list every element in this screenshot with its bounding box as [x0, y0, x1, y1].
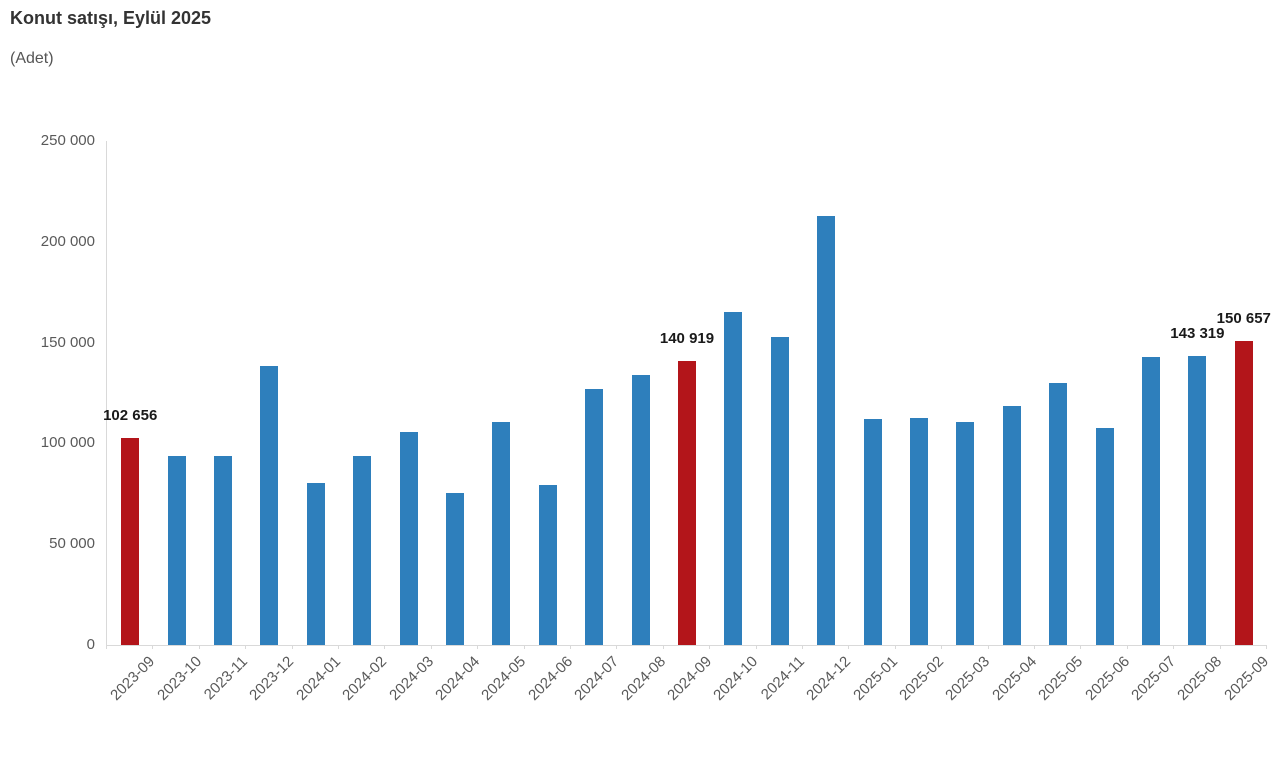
bar-2023-09: [121, 438, 140, 645]
bar-2024-07: [585, 389, 604, 645]
x-tick-label: 2025-04: [988, 653, 1040, 704]
x-axis-tick: [570, 645, 571, 649]
x-tick-label: 2024-11: [757, 653, 808, 704]
y-tick-label: 250 000: [40, 132, 95, 149]
x-axis-tick: [523, 645, 525, 649]
x-tick-label: 2024-07: [571, 653, 623, 704]
x-axis-tick: [1173, 645, 1175, 649]
bar-2024-01: [306, 483, 325, 645]
bar-2025-03: [956, 422, 975, 645]
x-axis-tick: [662, 645, 664, 649]
bar-2023-11: [214, 456, 232, 645]
x-tick-label: 2023-11: [200, 653, 252, 704]
x-axis-tick: [477, 645, 479, 649]
bar-2025-05: [1049, 383, 1068, 645]
bar-2024-11: [770, 337, 789, 645]
bar-2025-07: [1142, 357, 1160, 645]
x-axis-tick: [1034, 645, 1035, 649]
chart-unit-label: (Adet): [10, 50, 54, 67]
x-axis-tick: [1266, 645, 1267, 649]
x-axis-tick: [198, 645, 200, 649]
x-tick-label: 2024-08: [617, 653, 669, 704]
x-axis-tick: [941, 645, 943, 649]
bar-data-label-2025-09: 150 657: [1216, 310, 1271, 327]
x-tick-label: 2024-12: [803, 653, 855, 704]
x-tick-label: 2024-05: [478, 653, 530, 704]
x-axis-tick: [384, 645, 386, 649]
bar-2024-03: [399, 432, 418, 645]
bar-2025-04: [1002, 406, 1021, 645]
x-tick-label: 2025-06: [1081, 653, 1133, 704]
x-tick-label: 2024-09: [664, 653, 716, 704]
x-tick-label: 2025-03: [942, 653, 994, 704]
chart-title: Konut satışı, Eylül 2025: [10, 8, 212, 28]
x-axis-tick: [987, 645, 989, 649]
bar-2025-01: [863, 419, 882, 645]
bar-2023-12: [260, 366, 279, 645]
bar-2024-08: [631, 375, 650, 645]
x-axis-tick: [1126, 645, 1128, 649]
x-axis-tick: [802, 645, 803, 649]
x-tick-label: 2023-10: [153, 653, 205, 704]
y-tick-label: 50 000: [49, 535, 95, 553]
x-tick-label: 2024-01: [292, 653, 344, 704]
x-axis-tick: [894, 645, 896, 649]
y-tick-label: 150 000: [40, 333, 95, 351]
x-tick-label: 2025-08: [1174, 653, 1226, 704]
y-tick-label: 100 000: [40, 434, 95, 452]
x-axis-tick: [291, 645, 293, 649]
x-axis-tick: [430, 645, 432, 649]
bar-2023-10: [167, 456, 186, 645]
x-axis-tick: [245, 645, 247, 649]
bar-2024-05: [492, 422, 511, 645]
x-tick-label: 2025-05: [1035, 653, 1087, 704]
x-axis-tick: [709, 645, 711, 649]
y-tick-label: 0: [86, 636, 95, 653]
x-tick-label: 2025-09: [1220, 653, 1272, 704]
bar-data-label-2024-09: 140 919: [659, 330, 715, 347]
bar-2024-12: [817, 216, 836, 645]
x-tick-label: 2025-02: [896, 653, 948, 704]
x-axis-tick: [1219, 645, 1221, 649]
x-axis-tick: [106, 645, 107, 649]
bar-2024-06: [538, 485, 557, 645]
bar-2024-09: [678, 361, 696, 645]
bar-data-label-2025-08: 143 319: [1170, 325, 1225, 342]
x-tick-label: 2024-03: [385, 653, 437, 704]
x-tick-label: 2024-10: [710, 653, 762, 704]
x-axis-tick: [616, 645, 618, 649]
x-axis-tick: [338, 645, 339, 649]
x-axis-tick: [755, 645, 757, 649]
x-tick-label: 2025-07: [1128, 653, 1180, 704]
x-axis-tick: [152, 645, 154, 649]
y-tick-label: 200 000: [40, 232, 95, 250]
bar-2025-02: [910, 418, 928, 645]
bar-2024-02: [353, 456, 372, 645]
bar-2025-09: [1234, 341, 1253, 645]
bar-2025-08: [1188, 356, 1207, 645]
bar-2025-06: [1095, 428, 1114, 645]
plot-area: [106, 141, 1267, 646]
x-tick-label: 2024-06: [524, 653, 576, 704]
bar-2024-10: [724, 312, 743, 645]
x-axis-tick: [1080, 645, 1082, 649]
x-tick-label: 2023-09: [107, 653, 159, 704]
x-tick-label: 2025-01: [849, 653, 901, 704]
bar-data-label-2023-09: 102 656: [103, 407, 158, 424]
bar-2024-04: [446, 493, 464, 645]
x-tick-label: 2023-12: [246, 653, 298, 704]
x-axis-tick: [848, 645, 850, 649]
x-tick-label: 2024-04: [432, 653, 484, 704]
x-tick-label: 2024-02: [339, 653, 391, 704]
